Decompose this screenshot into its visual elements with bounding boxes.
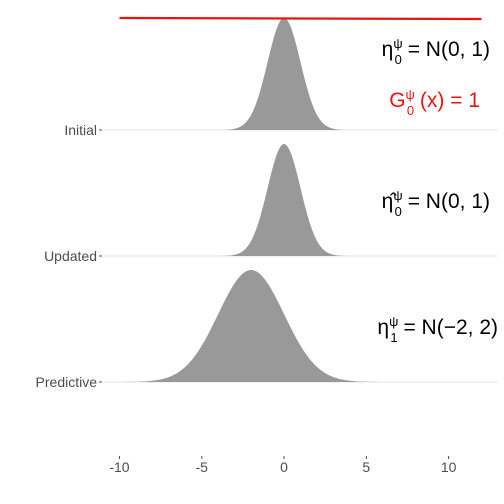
xtick-label-3: 5 [362,459,370,475]
annotation-initial-eta-base: η [382,38,394,61]
xtick-label-2: 0 [280,459,288,475]
y-axis: Initial Updated Predictive [36,122,102,390]
annotation-initial-eta-rest: = N(0, 1) [402,38,490,61]
xtick-label-0: -10 [109,459,129,475]
xtick-label-1: -5 [196,459,209,475]
xtick-label-4: 10 [441,459,457,475]
density-updated [209,144,359,256]
ytick-label-predictive: Predictive [36,374,98,390]
density-predictive [103,270,400,382]
annotation-initial-g-base: G [389,89,405,112]
annotation-initial-eta-superscript: ψ [393,36,402,51]
x-axis: -10 -5 0 5 10 [109,456,457,475]
density-initial [209,18,359,130]
annotation-updated-eta-superscript: ψ [393,188,402,203]
reference-line [119,16,482,21]
annotation-initial-g-rest: (x) = 1 [414,89,480,112]
annotation-initial-g-subscript: 0 [407,103,414,118]
annotation-updated-eta-rest: = N(0, 1) [402,190,490,213]
annotation-initial-g: Gψ 0 (x) = 1 [389,87,480,118]
annotation-predictive-eta: ηψ 1 = N(−2, 2) [377,314,498,345]
ytick-label-updated: Updated [44,248,97,264]
annotation-initial-eta-subscript: 0 [395,52,402,67]
annotation-predictive-eta-subscript: 1 [390,330,397,345]
annotation-updated-eta-subscript: 0 [395,204,402,219]
density-curves [103,18,400,382]
annotation-initial-eta: ηψ 0 = N(0, 1) [382,36,490,67]
annotation-initial-g-superscript: ψ [406,87,415,102]
annotation-predictive-eta-base: η [377,316,389,339]
annotation-updated-eta: η̂ψ 0 = N(0, 1) [382,188,490,219]
ytick-label-initial: Initial [64,122,97,138]
annotation-predictive-eta-superscript: ψ [389,314,398,329]
annotation-predictive-eta-rest: = N(−2, 2) [398,316,498,339]
reference-line-layer [119,16,482,21]
